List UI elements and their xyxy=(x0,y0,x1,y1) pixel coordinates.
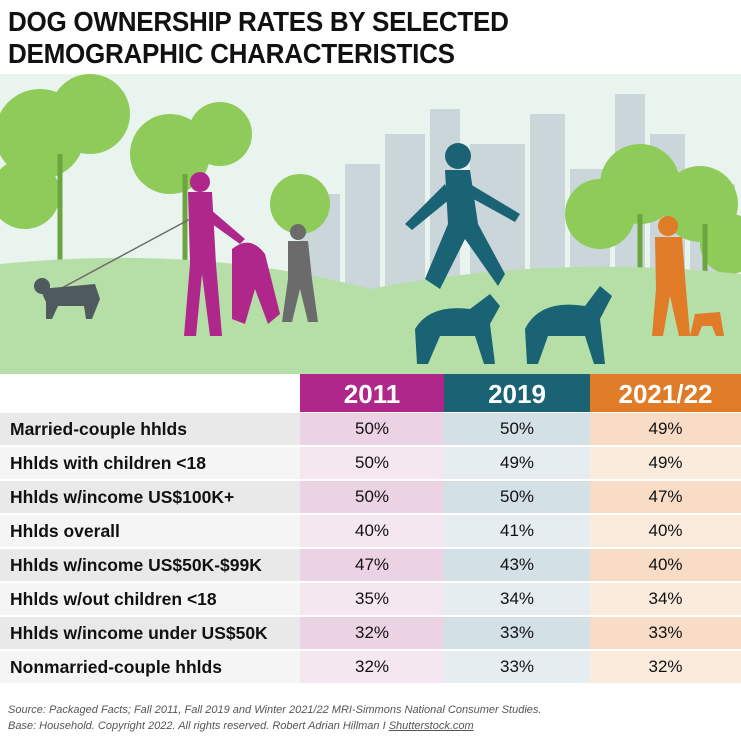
row-label: Nonmarried-couple hhlds xyxy=(10,657,222,677)
row-label-background xyxy=(0,549,300,581)
grass-hill xyxy=(0,257,741,374)
value-cell-2021-22: 40% xyxy=(590,515,741,547)
runner-with-dogs-icon xyxy=(405,143,612,364)
value-cell-2011: 50% xyxy=(300,481,444,513)
value-cell-2021-22: 49% xyxy=(590,413,741,445)
table-row: Married-couple hhlds 50% 50% 49% xyxy=(0,412,741,446)
table-row: Hhlds w/income US$100K+ 50% 50% 47% xyxy=(0,480,741,514)
base-line: Base: Household. Copyright 2022. All rig… xyxy=(8,718,733,734)
table-row: Hhlds w/income under US$50K 32% 33% 33% xyxy=(0,616,741,650)
row-label-background xyxy=(0,617,300,649)
ownership-table: 2011 2019 2021/22 Married-couple hhlds 50… xyxy=(0,374,741,684)
column-header-2011: 2011 xyxy=(300,374,444,412)
man-walking-dog-icon xyxy=(282,224,318,322)
column-header-2019: 2019 xyxy=(444,374,590,412)
park-illustration xyxy=(0,74,741,374)
table-row: Hhlds w/out children <18 35% 34% 34% xyxy=(0,582,741,616)
row-label-background xyxy=(0,515,300,547)
base-line-text: Base: Household. Copyright 2022. All rig… xyxy=(8,720,389,732)
value-cell-2019: 43% xyxy=(444,549,590,581)
row-label-background xyxy=(0,481,300,513)
value-cell-2019: 33% xyxy=(444,651,590,683)
value-cell-2021-22: 34% xyxy=(590,583,741,615)
column-header-2021-22: 2021/22 xyxy=(590,374,741,412)
value-cell-2021-22: 33% xyxy=(590,617,741,649)
table-row: Hhlds with children <18 50% 49% 49% xyxy=(0,446,741,480)
dog-on-leash-icon xyxy=(34,278,100,319)
value-cell-2019: 49% xyxy=(444,447,590,479)
row-label: Hhlds w/out children <18 xyxy=(10,589,217,609)
table-row: Hhlds overall 40% 41% 40% xyxy=(0,514,741,548)
value-cell-2021-22: 49% xyxy=(590,447,741,479)
value-cell-2011: 50% xyxy=(300,447,444,479)
value-cell-2021-22: 40% xyxy=(590,549,741,581)
row-label: Married-couple hhlds xyxy=(10,419,187,439)
row-label: Hhlds with children <18 xyxy=(10,453,206,473)
row-label: Hhlds w/income US$100K+ xyxy=(10,487,235,507)
row-label-background xyxy=(0,447,300,479)
value-cell-2011: 35% xyxy=(300,583,444,615)
table-header-row: 2011 2019 2021/22 xyxy=(0,374,741,412)
value-cell-2019: 50% xyxy=(444,481,590,513)
row-label: Hhlds w/income under US$50K xyxy=(10,623,268,643)
value-cell-2021-22: 32% xyxy=(590,651,741,683)
row-label: Hhlds overall xyxy=(10,521,120,541)
value-cell-2019: 50% xyxy=(444,413,590,445)
chart-title: DOG OWNERSHIP RATES BY SELECTED DEMOGRAP… xyxy=(8,6,509,69)
credit-link[interactable]: Shutterstock.com xyxy=(388,720,474,732)
row-label-background xyxy=(0,413,300,445)
table-row: Nonmarried-couple hhlds 32% 33% 32% xyxy=(0,650,741,684)
value-cell-2019: 41% xyxy=(444,515,590,547)
table-body: Married-couple hhlds 50% 50% 49% Hhlds with … xyxy=(0,412,741,684)
row-label-background xyxy=(0,583,300,615)
man-with-dog-icon xyxy=(652,216,724,336)
row-label-background xyxy=(0,651,300,683)
value-cell-2011: 40% xyxy=(300,515,444,547)
value-cell-2019: 34% xyxy=(444,583,590,615)
value-cell-2019: 33% xyxy=(444,617,590,649)
table-row: Hhlds w/income US$50K-$99K 47% 43% 40% xyxy=(0,548,741,582)
source-note: Source: Packaged Facts; Fall 2011, Fall … xyxy=(8,702,733,734)
value-cell-2021-22: 47% xyxy=(590,481,741,513)
trees-icon xyxy=(0,74,741,274)
value-cell-2011: 32% xyxy=(300,651,444,683)
value-cell-2011: 50% xyxy=(300,413,444,445)
woman-walking-dog-icon xyxy=(59,172,280,336)
value-cell-2011: 47% xyxy=(300,549,444,581)
row-label: Hhlds w/income US$50K-$99K xyxy=(10,555,262,575)
source-line: Source: Packaged Facts; Fall 2011, Fall … xyxy=(8,704,542,716)
value-cell-2011: 32% xyxy=(300,617,444,649)
